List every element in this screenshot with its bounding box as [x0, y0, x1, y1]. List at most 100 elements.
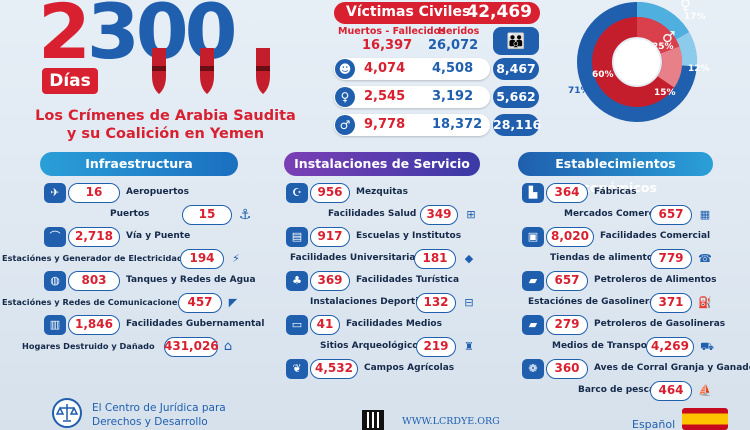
children-wounded: 4,508	[432, 61, 474, 76]
dead-column-label: Muertos - Fallecidos	[338, 26, 446, 37]
factory-icon: ▙	[522, 183, 544, 203]
civilian-victims-header: Víctimas Civiles 42,469	[334, 2, 540, 24]
spain-flag-icon[interactable]	[682, 408, 728, 430]
women-total: 5,662	[493, 86, 539, 108]
organization-name-line1: El Centro de Jurídica para	[92, 402, 226, 414]
water-tank-icon: ◍	[44, 271, 66, 291]
pct-12-label: 12%	[688, 64, 710, 74]
list-item: ☪ 956 Mezquitas	[286, 183, 486, 203]
qr-code-icon	[362, 410, 384, 430]
tanker-truck-icon: ▰	[522, 315, 544, 335]
woman-icon: ♀	[335, 87, 355, 107]
castle-icon: ♜	[464, 340, 474, 353]
school-icon: ▤	[286, 227, 308, 247]
list-item: ✈ 16 Aeropuertos	[44, 183, 244, 203]
casualty-row-women: ♀ 2,545 3,192	[334, 86, 490, 108]
list-item: Barco de pesca 464 ⛵	[522, 381, 722, 401]
graduation-cap-icon: ◆	[464, 252, 474, 265]
donut-segment-12	[674, 31, 698, 67]
hospital-icon: ⊞	[466, 208, 476, 221]
palm-tree-icon: ♣	[286, 271, 308, 291]
list-item: Puertos 15 ⚓	[44, 205, 251, 225]
organization-logo-icon	[52, 398, 82, 428]
casualty-row-children: ☻ 4,074 4,508	[334, 58, 490, 80]
truck-icon: ▰	[522, 271, 544, 291]
fishing-boat-icon: ⛵	[698, 384, 712, 397]
bomb-icon	[252, 48, 274, 94]
pct-60-label: 60%	[592, 70, 614, 80]
website-link[interactable]: WWW.LCRDYE.ORG	[402, 416, 500, 427]
language-label[interactable]: Español	[632, 418, 676, 430]
page-subtitle: y su Coalición en Yemen	[66, 126, 265, 142]
list-item: Hogares Destruido y Dañado 431,026 ⌂	[8, 337, 240, 357]
shop-icon: ▣	[522, 227, 544, 247]
list-item: ▥ 1,846 Facilidades Gubernamental	[44, 315, 264, 335]
list-item: Estaciónes de Gasolineras 371 ⛽	[522, 293, 722, 313]
antenna-icon: ◤	[228, 296, 238, 309]
infrastructure-header: Infraestructura	[40, 152, 238, 176]
list-item: Mercados Comercial 657 ▦	[522, 205, 722, 225]
poultry-icon: ❁	[522, 359, 544, 379]
pct-71-label: 71%	[568, 86, 590, 96]
list-item: ▤ 917 Escuelas y Institutos	[286, 227, 486, 247]
digit-two: 2	[38, 0, 91, 76]
bomb-icon	[196, 48, 218, 94]
wheat-icon: ❦	[286, 359, 308, 379]
list-item: ▰ 279 Petroleros de Gasolineras	[522, 315, 725, 335]
fuel-pump-icon: ⛽	[698, 296, 712, 309]
list-item: Facilidades Salud 349 ⊞	[286, 205, 486, 225]
anchor-icon: ⚓	[238, 207, 252, 223]
food-store-icon: ☎	[698, 252, 712, 265]
child-icon: ☻	[335, 59, 355, 79]
man-icon: ♂	[662, 28, 676, 46]
list-item: ⌒ 2,718 Vía y Puente	[44, 227, 244, 247]
children-total: 8,467	[493, 58, 539, 80]
organization-name-line2: Derechos y Desarrollo	[92, 416, 208, 428]
list-item: Instalaciones Deportivo 132 ⊟	[286, 293, 486, 313]
tv-icon: ▭	[286, 315, 308, 335]
government-building-icon: ▥	[44, 315, 66, 335]
list-item: Estaciónes y Generador de Electricidad 1…	[0, 249, 244, 269]
power-plant-icon: ⚡	[232, 252, 240, 265]
dead-total: 16,397	[362, 38, 413, 53]
market-icon: ▦	[699, 208, 711, 221]
pct-17-label: 17%	[684, 12, 706, 22]
civilian-victims-total: 42,469	[466, 2, 532, 22]
page-title: Los Crímenes de Arabia Saudita	[35, 108, 296, 124]
bomb-icon	[148, 48, 170, 94]
bridge-icon: ⌒	[44, 227, 66, 247]
men-dead: 9,778	[364, 117, 406, 132]
list-item: Facilidades Universitaria 181 ◆	[286, 249, 486, 269]
list-item: ▣ 8,020 Facilidades Comercial	[522, 227, 722, 247]
pct-25-label: 25%	[652, 42, 674, 52]
house-icon: ⌂	[223, 339, 233, 354]
donut-segment-17	[636, 2, 689, 41]
man-icon: ♂	[335, 115, 355, 135]
pct-15-label: 15%	[654, 88, 676, 98]
list-item: Estaciónes y Redes de Comunicaciones 457…	[0, 293, 244, 313]
economic-header: Establecimientos Económicos	[518, 152, 713, 195]
victims-donut-chart: 71% 60% 17% 25% 12% 15% ♀ ♂	[562, 0, 712, 124]
stadium-icon: ⊟	[464, 296, 474, 309]
civilian-victims-label: Víctimas Civiles	[346, 4, 471, 20]
airplane-icon: ✈	[44, 183, 66, 203]
list-item: ▙ 364 Fábricas	[522, 183, 722, 203]
women-wounded: 3,192	[432, 89, 474, 104]
donut-segment-25	[636, 16, 680, 55]
casualty-row-men: ♂ 9,778 18,372	[334, 114, 490, 136]
donut-segment-15	[657, 46, 683, 88]
list-item: ▭ 41 Facilidades Medios	[286, 315, 486, 335]
list-item: ◍ 803 Tanques y Redes de Agua	[44, 271, 256, 291]
list-item: ▰ 657 Petroleros de Alimentos	[522, 271, 722, 291]
days-label: Días	[42, 68, 98, 94]
children-dead: 4,074	[364, 61, 406, 76]
family-icon: 👪	[493, 27, 539, 55]
list-item: Medios de Transporte 4,269 ⛟	[522, 337, 722, 357]
list-item: Sitios Arqueológico 219 ♜	[286, 337, 486, 357]
men-total: 28,116	[493, 114, 541, 136]
list-item: ❁ 360 Aves de Corral Granja y Ganado	[522, 359, 750, 379]
woman-icon: ♀	[680, 0, 691, 14]
list-item: ♣ 369 Facilidades Turística	[286, 271, 486, 291]
mosque-icon: ☪	[286, 183, 308, 203]
